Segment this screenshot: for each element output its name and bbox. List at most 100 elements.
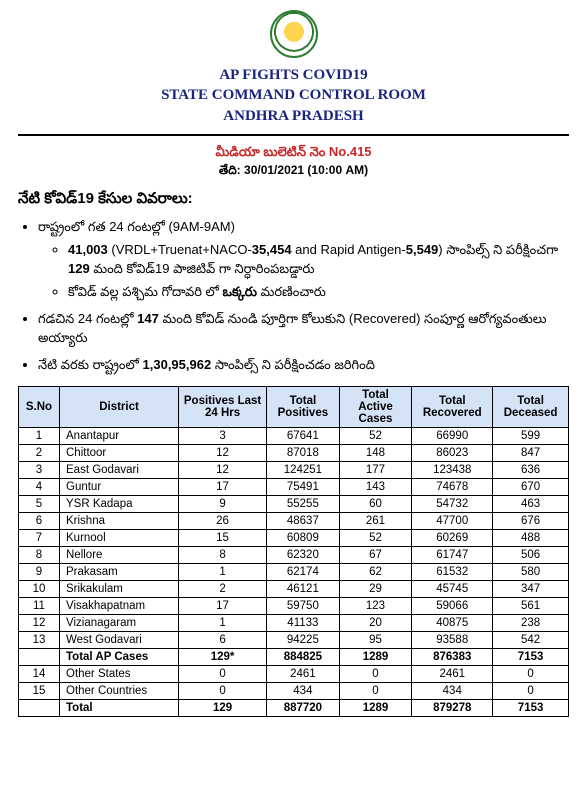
table-cell: 7153 <box>493 648 569 665</box>
table-header-cell: Positives Last 24 Hrs <box>179 386 267 427</box>
table-row: 14Other States02461024610 <box>19 665 569 682</box>
table-cell: 60809 <box>267 529 340 546</box>
table-cell: Kurnool <box>60 529 179 546</box>
table-cell: 2 <box>179 580 267 597</box>
table-cell: Other States <box>60 665 179 682</box>
table-header-cell: Total Active Cases <box>339 386 412 427</box>
table-cell: 434 <box>412 682 493 699</box>
table-cell: 54732 <box>412 495 493 512</box>
table-cell: 74678 <box>412 478 493 495</box>
table-cell: 75491 <box>267 478 340 495</box>
table-cell <box>19 648 60 665</box>
table-cell: 14 <box>19 665 60 682</box>
state-emblem <box>18 10 569 61</box>
table-cell: 238 <box>493 614 569 631</box>
table-row: 11Visakhapatnam175975012359066561 <box>19 597 569 614</box>
table-cell: 62174 <box>267 563 340 580</box>
table-cell: 62 <box>339 563 412 580</box>
table-cell: Total <box>60 699 179 716</box>
table-cell: 9 <box>179 495 267 512</box>
table-cell: 670 <box>493 478 569 495</box>
table-cell: 488 <box>493 529 569 546</box>
table-cell: 7153 <box>493 699 569 716</box>
table-row: 10Srikakulam2461212945745347 <box>19 580 569 597</box>
table-cell: 13 <box>19 631 60 648</box>
table-cell: 0 <box>339 665 412 682</box>
table-cell: 847 <box>493 444 569 461</box>
bulletin-date: తేది: 30/01/2021 (10:00 AM) <box>18 163 569 180</box>
table-cell: 15 <box>19 682 60 699</box>
table-cell: Vizianagaram <box>60 614 179 631</box>
table-header-cell: Total Positives <box>267 386 340 427</box>
table-header-cell: District <box>60 386 179 427</box>
table-body: 1Anantapur36764152669905992Chittoor12870… <box>19 427 569 716</box>
table-row: Total12988772012898792787153 <box>19 699 569 716</box>
table-cell: 123438 <box>412 461 493 478</box>
table-cell: Visakhapatnam <box>60 597 179 614</box>
table-cell: 59066 <box>412 597 493 614</box>
table-cell: 8 <box>19 546 60 563</box>
table-cell: 20 <box>339 614 412 631</box>
table-row: 7Kurnool15608095260269488 <box>19 529 569 546</box>
table-cell: East Godavari <box>60 461 179 478</box>
table-cell: 148 <box>339 444 412 461</box>
table-cell: 2 <box>19 444 60 461</box>
table-cell: 29 <box>339 580 412 597</box>
table-cell: 599 <box>493 427 569 444</box>
district-table: S.NoDistrictPositives Last 24 HrsTotal P… <box>18 386 569 717</box>
table-header-row: S.NoDistrictPositives Last 24 HrsTotal P… <box>19 386 569 427</box>
table-cell: 86023 <box>412 444 493 461</box>
table-row: 1Anantapur3676415266990599 <box>19 427 569 444</box>
bullet-2: గడచిన 24 గంటల్లో 147 మంది కోవిడ్ నుండి ప… <box>38 311 569 349</box>
table-cell: 67641 <box>267 427 340 444</box>
divider <box>18 134 569 136</box>
table-cell: 11 <box>19 597 60 614</box>
table-cell: Total AP Cases <box>60 648 179 665</box>
table-cell: 2461 <box>267 665 340 682</box>
table-cell: 177 <box>339 461 412 478</box>
bulletin-number: మీడియా బులెటిన్ నెం No.415 <box>18 144 569 163</box>
table-cell: 463 <box>493 495 569 512</box>
table-cell: 143 <box>339 478 412 495</box>
table-cell: 12 <box>179 444 267 461</box>
table-row: 6Krishna264863726147700676 <box>19 512 569 529</box>
table-header-cell: Total Deceased <box>493 386 569 427</box>
table-cell: 60269 <box>412 529 493 546</box>
table-cell: 884825 <box>267 648 340 665</box>
table-cell: 52 <box>339 427 412 444</box>
header-line-2: STATE COMMAND CONTROL ROOM <box>18 85 569 105</box>
table-cell: 45745 <box>412 580 493 597</box>
table-cell: Prakasam <box>60 563 179 580</box>
table-cell: 129* <box>179 648 267 665</box>
table-cell: 580 <box>493 563 569 580</box>
table-cell: 561 <box>493 597 569 614</box>
table-cell: 62320 <box>267 546 340 563</box>
table-cell: Nellore <box>60 546 179 563</box>
table-cell: 59750 <box>267 597 340 614</box>
table-cell: 0 <box>179 665 267 682</box>
table-cell <box>19 699 60 716</box>
table-cell: 15 <box>179 529 267 546</box>
bullet-1-sublist: 41,003 (VRDL+Truenat+NACO-35,454 and Rap… <box>68 242 569 303</box>
table-cell: 506 <box>493 546 569 563</box>
table-cell: 0 <box>493 665 569 682</box>
bullet-1-text: రాష్ట్రంలో గత 24 గంటల్లో (9AM-9AM) <box>38 219 235 234</box>
bullet-1: రాష్ట్రంలో గత 24 గంటల్లో (9AM-9AM) 41,00… <box>38 219 569 303</box>
table-cell: 2461 <box>412 665 493 682</box>
emblem-icon <box>270 10 318 58</box>
table-cell: 1289 <box>339 699 412 716</box>
table-cell: 636 <box>493 461 569 478</box>
table-cell: 542 <box>493 631 569 648</box>
table-cell: 1 <box>19 427 60 444</box>
table-cell: 47700 <box>412 512 493 529</box>
table-cell: 6 <box>19 512 60 529</box>
table-cell: 95 <box>339 631 412 648</box>
table-cell: 12 <box>19 614 60 631</box>
table-cell: 123 <box>339 597 412 614</box>
table-cell: 94225 <box>267 631 340 648</box>
table-cell: 3 <box>19 461 60 478</box>
table-cell: 3 <box>179 427 267 444</box>
table-cell: 26 <box>179 512 267 529</box>
table-cell: 1289 <box>339 648 412 665</box>
table-cell: 8 <box>179 546 267 563</box>
